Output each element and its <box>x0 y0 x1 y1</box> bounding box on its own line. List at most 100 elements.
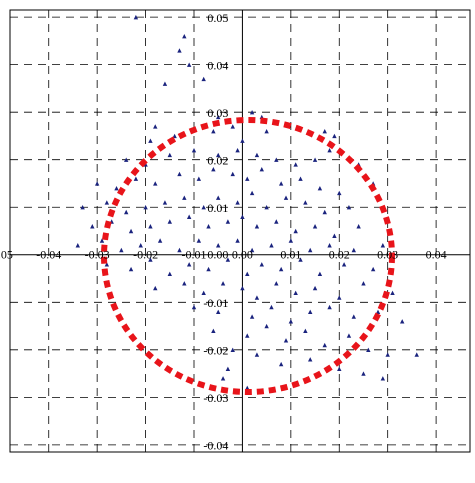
point <box>322 209 327 215</box>
point <box>274 157 279 162</box>
point <box>254 152 260 158</box>
point <box>269 304 274 310</box>
point <box>298 257 303 262</box>
point <box>206 266 211 272</box>
point <box>211 167 216 172</box>
point <box>312 157 318 162</box>
point <box>230 171 235 177</box>
point <box>182 33 187 39</box>
point <box>153 181 158 186</box>
point <box>206 224 211 229</box>
point <box>317 271 323 276</box>
point <box>337 190 342 196</box>
x-tick-label: 0.01 <box>280 248 301 262</box>
point <box>346 333 352 338</box>
point <box>196 176 202 181</box>
point <box>216 243 221 248</box>
y-tick-label: 0.01 <box>207 201 228 215</box>
point <box>375 309 381 314</box>
point <box>293 290 298 295</box>
point <box>182 281 187 286</box>
point <box>351 314 356 319</box>
point <box>254 295 260 300</box>
highlight-circle <box>101 117 395 395</box>
point <box>225 366 231 372</box>
x-tick-label: 0.04 <box>426 248 447 262</box>
point <box>269 243 274 248</box>
point <box>225 219 231 224</box>
point <box>216 309 221 314</box>
point <box>235 148 240 153</box>
point <box>308 309 313 314</box>
point <box>288 238 294 243</box>
point <box>148 138 153 143</box>
points <box>75 14 419 391</box>
x-tick-label: 0.03 <box>377 248 398 262</box>
point <box>380 376 386 381</box>
point <box>361 281 366 286</box>
point <box>148 224 153 229</box>
point <box>80 205 85 210</box>
point <box>249 314 255 319</box>
point <box>186 262 192 267</box>
plot-frame <box>9 9 471 453</box>
point <box>230 347 235 353</box>
point <box>249 247 255 253</box>
grid <box>10 10 470 452</box>
point <box>288 319 294 324</box>
point <box>346 205 352 210</box>
point <box>104 200 110 205</box>
point <box>337 295 342 300</box>
point <box>99 238 105 243</box>
point <box>216 114 221 120</box>
point <box>414 352 419 357</box>
point <box>312 285 318 291</box>
point <box>201 205 206 210</box>
point <box>264 323 269 329</box>
point <box>390 290 395 295</box>
point <box>278 361 284 367</box>
point <box>240 214 245 219</box>
point <box>177 171 182 177</box>
point <box>322 342 327 348</box>
point <box>322 128 327 134</box>
point <box>327 148 332 153</box>
point <box>167 219 172 224</box>
point <box>235 238 240 243</box>
point <box>124 157 129 162</box>
point <box>274 219 279 224</box>
point <box>182 195 187 200</box>
point <box>162 200 168 205</box>
point <box>230 124 235 129</box>
point <box>327 243 332 248</box>
point <box>245 333 250 338</box>
point <box>143 205 148 210</box>
point <box>211 128 216 134</box>
point <box>90 224 95 229</box>
point <box>254 352 260 357</box>
point <box>75 243 80 248</box>
point <box>254 224 260 229</box>
point <box>308 247 313 253</box>
point <box>114 186 119 191</box>
point <box>278 181 284 186</box>
point <box>167 271 172 276</box>
point <box>124 209 129 215</box>
point <box>128 266 134 272</box>
x-tick-label: 0.00 <box>232 248 253 262</box>
y-tick-label: -0.01 <box>203 296 228 310</box>
point <box>264 128 269 134</box>
point <box>245 385 250 391</box>
y-tick-label: 0.02 <box>207 153 228 167</box>
point <box>186 62 192 67</box>
point <box>259 262 264 267</box>
point <box>332 233 337 238</box>
point <box>278 266 284 272</box>
point <box>216 195 221 200</box>
point <box>283 338 289 343</box>
point <box>312 224 318 229</box>
point <box>249 190 255 196</box>
y-tick-label: -0.02 <box>203 344 228 358</box>
point <box>220 376 226 381</box>
